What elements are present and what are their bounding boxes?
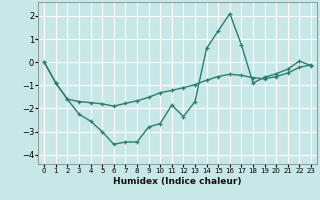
X-axis label: Humidex (Indice chaleur): Humidex (Indice chaleur) <box>113 177 242 186</box>
